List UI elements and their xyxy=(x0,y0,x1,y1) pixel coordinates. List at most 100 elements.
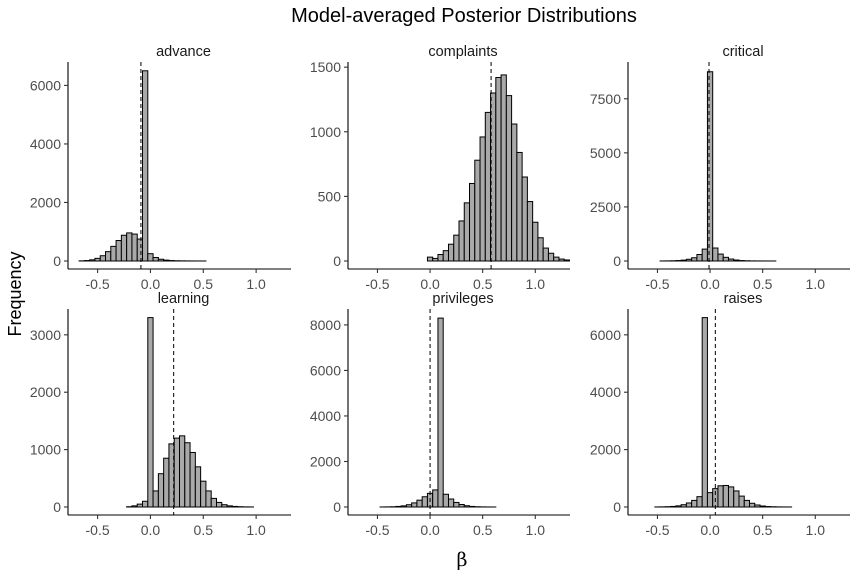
histogram-bar xyxy=(432,257,439,262)
y-tick-label: 2000 xyxy=(590,442,621,458)
histogram-bar xyxy=(458,503,465,508)
histogram-bar xyxy=(426,256,434,262)
y-tick-label: 6000 xyxy=(30,77,61,93)
histogram-bar xyxy=(152,256,159,262)
histogram-bar xyxy=(147,317,154,508)
histogram-bar xyxy=(542,247,549,262)
histogram-bar xyxy=(706,492,714,508)
y-tick-label: 1000 xyxy=(30,442,61,458)
histogram-bar xyxy=(521,176,528,262)
histogram-bar xyxy=(547,252,555,262)
x-tick-label: 0.5 xyxy=(753,522,773,538)
histogram-bar xyxy=(152,490,159,508)
facet-strip-label: advance xyxy=(156,44,211,60)
y-tick-label: 0 xyxy=(53,253,61,269)
y-tick-label: 3000 xyxy=(30,327,61,343)
y-tick-label: 2500 xyxy=(590,199,621,215)
histogram-bar xyxy=(221,504,228,508)
histogram-bar xyxy=(179,435,186,508)
histogram-bar xyxy=(458,220,465,262)
histogram-bar xyxy=(526,201,534,262)
x-tick-label: -0.5 xyxy=(86,276,110,292)
histogram-bar xyxy=(231,505,239,508)
histogram-bar xyxy=(469,505,476,508)
histogram-bar xyxy=(532,221,539,262)
x-tick-label: -0.5 xyxy=(365,276,389,292)
x-tick-label: 1.0 xyxy=(526,276,546,292)
x-tick-label: 1.0 xyxy=(806,522,826,538)
histogram-bar xyxy=(701,317,708,508)
histogram-bar xyxy=(691,257,698,262)
facet-panel-complaints: 0 500 1000 1500 -0.5 0.0 0.5 1.0 complaints xyxy=(310,44,570,292)
x-tick-label: -0.5 xyxy=(645,522,669,538)
histogram-bar xyxy=(749,502,756,508)
histogram-bar xyxy=(400,505,407,508)
y-tick-label: 2000 xyxy=(30,384,61,400)
x-tick-label: 0.0 xyxy=(141,276,161,292)
y-tick-label: 7500 xyxy=(590,91,621,107)
histogram-bar xyxy=(670,505,677,508)
y-tick-label: 1000 xyxy=(310,124,341,140)
x-tick-label: -0.5 xyxy=(645,276,669,292)
histogram-bar xyxy=(553,256,560,262)
y-axis-label: Frequency xyxy=(5,251,25,336)
histogram-bar xyxy=(157,258,165,262)
x-tick-label: 0.0 xyxy=(420,276,440,292)
histogram-bar xyxy=(421,496,428,508)
histogram-bar xyxy=(99,255,107,262)
histogram-bar xyxy=(184,442,191,508)
histogram-bar xyxy=(505,95,513,262)
histogram-bar xyxy=(432,489,439,508)
histogram-bar xyxy=(727,486,735,508)
facet-panel-advance: 0 2000 4000 6000 -0.5 0.0 0.5 1.0 advance xyxy=(30,44,291,292)
y-tick-label: 0 xyxy=(333,253,341,269)
histogram-bar xyxy=(110,245,117,262)
x-tick-label: -0.5 xyxy=(86,522,110,538)
histogram-bar xyxy=(447,498,455,508)
histogram-bar xyxy=(733,259,740,262)
facet-strip-label: raises xyxy=(724,291,763,307)
facet-panel-learning: 0 1000 2000 3000 -0.5 0.0 0.5 1.0 learning xyxy=(30,291,291,538)
y-tick-label: 4000 xyxy=(30,136,61,152)
x-tick-label: 0.0 xyxy=(420,522,440,538)
histogram-bar xyxy=(168,443,175,508)
histogram-bar xyxy=(717,253,724,262)
facet-strip-label: critical xyxy=(722,44,763,60)
x-tick-label: 0.5 xyxy=(473,276,493,292)
histogram-bar xyxy=(563,259,570,262)
histogram-bar xyxy=(495,77,502,262)
histogram-bar xyxy=(453,501,460,508)
histogram-bar xyxy=(411,502,418,508)
facet-strip-label: complaints xyxy=(428,44,497,60)
histogram-bar xyxy=(696,496,703,508)
histogram-bar xyxy=(416,499,423,508)
histogram-bar xyxy=(126,232,133,262)
histogram-bar xyxy=(537,237,544,262)
histogram-bar xyxy=(712,247,719,262)
facet-strip-label: learning xyxy=(158,291,210,307)
histogram-bar xyxy=(189,451,196,508)
histogram-bar xyxy=(173,437,180,508)
y-tick-label: 8000 xyxy=(310,317,341,333)
histogram-bar xyxy=(226,505,233,508)
histogram-bar xyxy=(759,505,766,508)
histogram-bar xyxy=(484,111,492,262)
histogram-bar xyxy=(437,254,444,262)
x-tick-label: 1.0 xyxy=(246,522,266,538)
histogram-bar xyxy=(722,256,729,262)
y-tick-label: 2000 xyxy=(30,194,61,210)
histogram-bar xyxy=(94,257,101,262)
facet-panel-privileges: 0 2000 4000 6000 8000 -0.5 0.0 0.5 1.0 privileges xyxy=(310,291,570,538)
histogram-bar xyxy=(120,234,128,262)
histogram-bar xyxy=(142,500,149,508)
histogram-bar xyxy=(727,258,735,262)
histogram-bar xyxy=(405,504,413,508)
histogram-bar xyxy=(194,466,202,508)
histogram-bar xyxy=(395,505,402,508)
y-tick-label: 0 xyxy=(613,499,621,515)
histogram-bar xyxy=(147,253,154,262)
y-tick-label: 1500 xyxy=(310,59,341,75)
histogram-bar xyxy=(516,151,523,262)
histogram-bar xyxy=(675,505,682,508)
